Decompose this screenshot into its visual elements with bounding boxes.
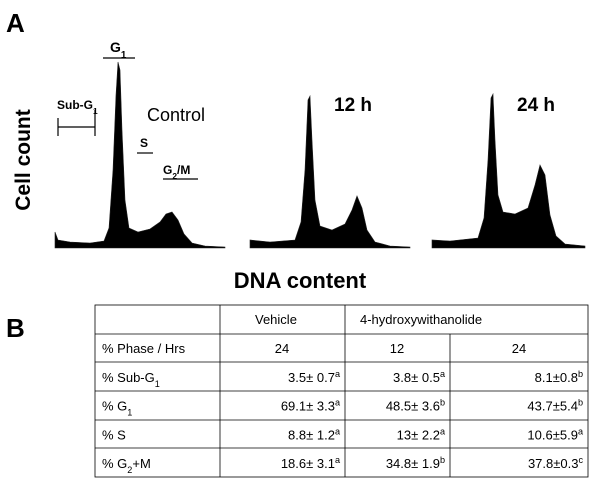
histogram: [431, 92, 586, 249]
histogram: [54, 61, 226, 249]
supscript: a: [335, 369, 341, 379]
table-header: 24: [512, 341, 526, 356]
table-cell: 43.7±5.4b: [527, 398, 583, 414]
subscript: 1: [93, 106, 98, 116]
row-label: % G1: [102, 399, 132, 418]
panel-label: B: [6, 313, 25, 343]
row-label: % Sub-G1: [102, 370, 160, 389]
subscript: 2: [172, 171, 177, 181]
text-part: % Sub-G: [102, 370, 155, 385]
table-cell: 3.8± 0.5a: [393, 369, 446, 385]
table-cell: 37.8±0.3c: [528, 455, 584, 471]
subscript: 1: [127, 408, 132, 418]
table-header: 24: [275, 341, 289, 356]
text-part: 69.1± 3.3: [281, 399, 335, 414]
panel-label: A: [6, 8, 25, 38]
text-part: /M: [177, 163, 190, 177]
text-part: % S: [102, 427, 126, 442]
histogram: [249, 94, 411, 249]
text-part: 43.7±5.4: [527, 399, 578, 414]
table-cell: 18.6± 3.1a: [281, 455, 341, 471]
subscript: 1: [155, 379, 160, 389]
table-cell: 13± 2.2a: [397, 426, 446, 442]
text-part: 8.1±0.8: [535, 370, 578, 385]
supscript: a: [335, 426, 341, 436]
supscript: b: [578, 398, 583, 408]
gate-label: G1: [110, 39, 127, 61]
supscript: b: [440, 455, 445, 465]
text-part: 34.8± 1.9: [386, 456, 440, 471]
table-cell: 3.5± 0.7a: [288, 369, 341, 385]
table-grid: [94, 304, 589, 478]
y-axis-label: Cell count: [12, 109, 35, 211]
text-part: 3.8± 0.5: [393, 370, 440, 385]
text-part: 8.8± 1.2: [288, 427, 335, 442]
text-part: G: [163, 163, 172, 177]
text-part: 3.5± 0.7: [288, 370, 335, 385]
subscript: 1: [121, 50, 127, 61]
supscript: a: [335, 455, 341, 465]
text-part: 13± 2.2: [397, 427, 440, 442]
subscript: 2: [127, 465, 132, 475]
table-cell: 48.5± 3.6b: [386, 398, 445, 414]
table-header: Vehicle: [255, 312, 297, 327]
text-part: 18.6± 3.1: [281, 456, 335, 471]
supscript: b: [440, 398, 445, 408]
text-part: Sub-G: [57, 98, 93, 112]
table-header: 12: [390, 341, 404, 356]
histogram-title: Control: [147, 105, 205, 125]
text-part: % G: [102, 456, 127, 471]
text-part: S: [140, 136, 148, 150]
supscript: a: [578, 426, 584, 436]
gate-label: G2/M: [163, 163, 190, 181]
text-part: % G: [102, 399, 127, 414]
row-label: % S: [102, 427, 126, 442]
gate-label: Sub-G1: [57, 98, 98, 116]
text-part: 37.8±0.3: [528, 456, 579, 471]
x-axis-label: DNA content: [234, 268, 367, 293]
text-part: 10.6±5.9: [527, 427, 578, 442]
row-label: % G2+M: [102, 456, 151, 475]
text-part: G: [110, 39, 121, 55]
supscript: c: [578, 455, 583, 465]
table-cell: 10.6±5.9a: [527, 426, 584, 442]
supscript: a: [335, 398, 341, 408]
text-part: +M: [132, 456, 150, 471]
table-header: 4-hydroxywithanolide: [360, 312, 482, 327]
histogram-title: 24 h: [517, 95, 555, 116]
text-part: 48.5± 3.6: [386, 399, 440, 414]
row-label: % Phase / Hrs: [102, 341, 186, 356]
table-cell: 69.1± 3.3a: [281, 398, 341, 414]
supscript: b: [578, 369, 583, 379]
supscript: a: [440, 426, 446, 436]
table-cell: 34.8± 1.9b: [386, 455, 445, 471]
table-cell: 8.8± 1.2a: [288, 426, 341, 442]
supscript: a: [440, 369, 446, 379]
gate-label: S: [140, 136, 148, 150]
histogram-title: 12 h: [334, 95, 372, 116]
table-cell: 8.1±0.8b: [535, 369, 583, 385]
